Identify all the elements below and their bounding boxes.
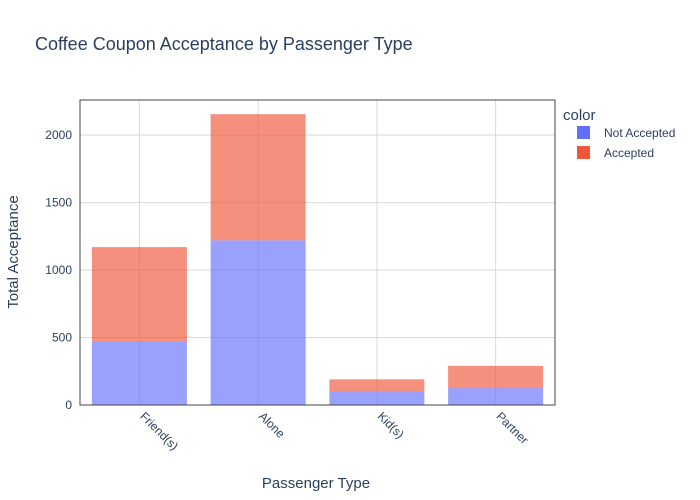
y-axis-title: Total Acceptance [5,195,22,308]
legend: color Not Accepted Accepted [563,107,675,160]
bar-accepted [210,114,306,241]
legend-swatch [577,146,590,159]
bar-not-accepted [329,391,425,405]
x-axis-title: Passenger Type [262,475,370,492]
x-tick-label: Partner [494,409,532,447]
y-tick-label: 1000 [45,263,72,277]
bar-accepted [329,379,425,392]
y-tick-label: 1500 [45,196,72,210]
legend-title: color [563,107,596,124]
bar-not-accepted [210,240,306,405]
bar-not-accepted [448,388,544,405]
bar-accepted [91,247,187,342]
bar-accepted [448,365,544,389]
plot-area: 0 500 1000 1500 2000 Friend(s) Alone Kid(s) Part… [45,99,556,453]
legend-swatch [577,126,590,139]
y-tick-label: 2000 [45,128,72,142]
x-tick-label: Friend(s) [137,409,181,453]
y-tick-label: 500 [52,331,72,345]
bar-not-accepted [91,341,187,405]
x-tick-label: Kid(s) [375,409,407,441]
legend-label: Not Accepted [604,126,675,140]
chart-title: Coffee Coupon Acceptance by Passenger Ty… [35,34,413,54]
plot-frame [79,99,556,406]
legend-label: Accepted [604,146,654,160]
y-tick-label: 0 [65,398,72,412]
x-tick-label: Alone [256,409,288,441]
